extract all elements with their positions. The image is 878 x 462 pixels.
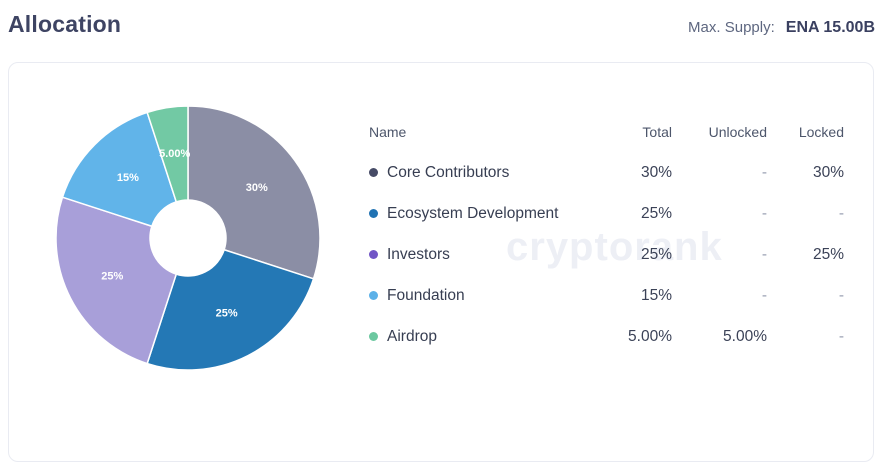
legend-dot-icon	[369, 209, 378, 218]
pie-slice-core-contributors[interactable]	[187, 105, 321, 280]
name-cell: Ecosystem Development	[369, 205, 602, 223]
pie-slice-airdrop[interactable]	[146, 105, 189, 203]
pie-slice-investors[interactable]	[55, 196, 178, 365]
allocation-name: Ecosystem Development	[387, 204, 559, 222]
unlocked-value: 5.00%	[723, 327, 767, 345]
locked-value: 25%	[812, 245, 844, 263]
pie-slice-label: 15%	[117, 172, 139, 184]
locked-value: -	[838, 204, 844, 222]
table-row: Foundation 15% - -	[369, 275, 844, 316]
unlocked-value: -	[761, 245, 767, 263]
total-value: 25%	[640, 245, 672, 263]
pie-slice-ecosystem-development[interactable]	[146, 248, 315, 371]
page-header: Allocation Max. Supply: ENA 15.00B	[0, 0, 878, 62]
allocation-donut-chart: 30% 25% 25% 15% 5.00%	[55, 105, 321, 371]
column-header-locked: Locked	[798, 123, 844, 140]
locked-value: -	[838, 327, 844, 345]
unlocked-value: -	[761, 204, 767, 222]
legend-dot-icon	[369, 332, 378, 341]
pie-slice-label: 25%	[216, 308, 238, 320]
table-row: Investors 25% - 25%	[369, 234, 844, 275]
column-header-total: Total	[642, 123, 672, 140]
table-row: Airdrop 5.00% 5.00% -	[369, 316, 844, 357]
allocation-name: Investors	[387, 245, 450, 263]
total-value: 15%	[640, 286, 672, 304]
locked-value: 30%	[812, 163, 844, 181]
allocation-name: Airdrop	[387, 327, 437, 345]
pie-slice-label: 30%	[246, 182, 268, 194]
total-value: 25%	[640, 204, 672, 222]
name-cell: Core Contributors	[369, 164, 602, 182]
page-title: Allocation	[8, 11, 122, 37]
column-header-unlocked: Unlocked	[708, 123, 767, 140]
total-value: 5.00%	[628, 327, 672, 345]
max-supply-label: Max. Supply:	[688, 19, 775, 36]
column-header-name: Name	[369, 123, 407, 140]
pie-slice-foundation[interactable]	[61, 111, 178, 228]
allocation-card: cryptorank 30% 25% 25% 15% 5.00% Name Total …	[8, 62, 874, 462]
max-supply: Max. Supply: ENA 15.00B	[688, 19, 875, 37]
legend-dot-icon	[369, 291, 378, 300]
table-row: Core Contributors 30% - 30%	[369, 152, 844, 193]
table-row: Ecosystem Development 25% - -	[369, 193, 844, 234]
max-supply-value: ENA 15.00B	[785, 19, 875, 36]
table-header-row: Name Total Unlocked Locked	[369, 111, 844, 152]
unlocked-value: -	[761, 286, 767, 304]
pie-slice-label: 5.00%	[159, 148, 190, 160]
allocation-name: Foundation	[387, 286, 465, 304]
total-value: 30%	[640, 163, 672, 181]
unlocked-value: -	[761, 163, 767, 181]
allocation-table: Name Total Unlocked Locked Core Contribu…	[369, 111, 844, 357]
locked-value: -	[838, 286, 844, 304]
allocation-name: Core Contributors	[387, 163, 510, 181]
legend-dot-icon	[369, 250, 378, 259]
name-cell: Airdrop	[369, 328, 602, 346]
legend-dot-icon	[369, 168, 378, 177]
name-cell: Foundation	[369, 287, 602, 305]
pie-slice-label: 25%	[101, 271, 123, 283]
name-cell: Investors	[369, 246, 602, 264]
